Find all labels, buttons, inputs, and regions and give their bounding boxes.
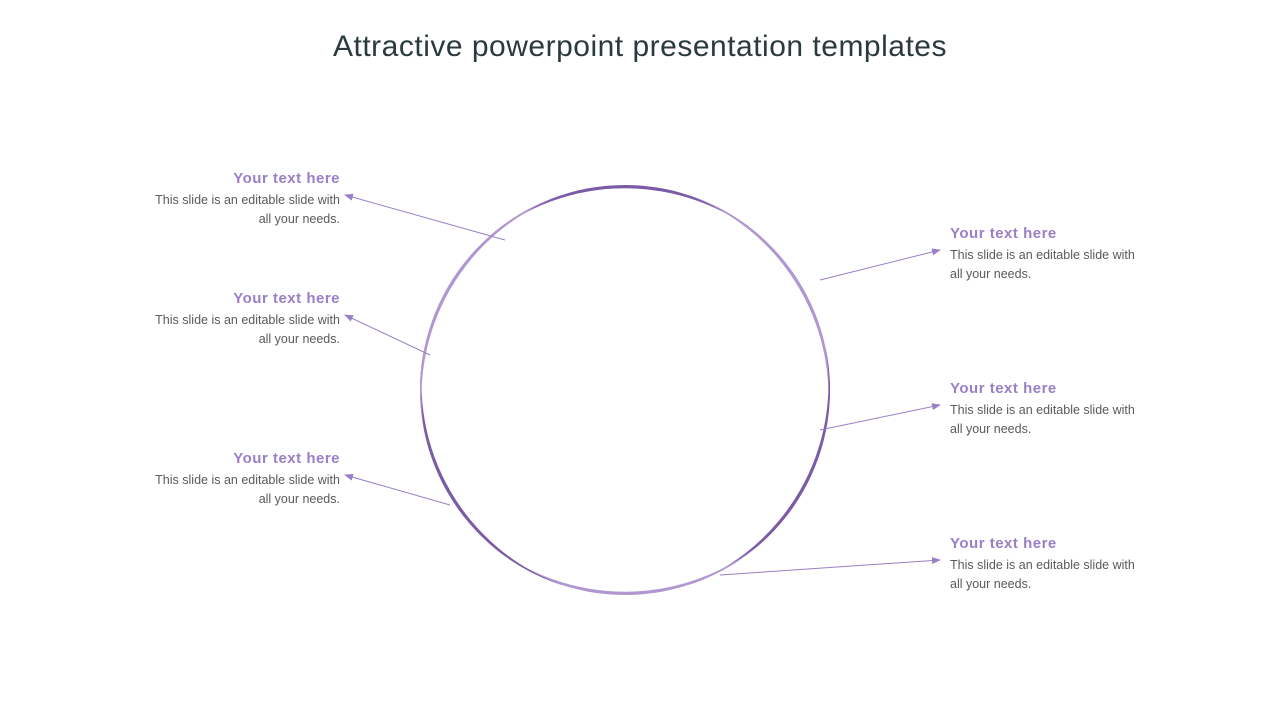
callout-arrow bbox=[820, 250, 940, 280]
diagram-center-hole bbox=[520, 285, 730, 495]
callout-desc: This slide is an editable slide with all… bbox=[950, 246, 1150, 284]
segment-number-06: 06 bbox=[470, 311, 490, 331]
callout-title: Your text here bbox=[950, 380, 1150, 397]
callout-arrow bbox=[345, 195, 505, 240]
segment-01 bbox=[488, 185, 762, 238]
callout-desc: This slide is an editable slide with all… bbox=[950, 401, 1150, 439]
callout-desc: This slide is an editable slide with all… bbox=[140, 311, 340, 349]
callout-title: Your text here bbox=[950, 535, 1150, 552]
callout-title: Your text here bbox=[140, 450, 340, 467]
callout-arrow bbox=[345, 475, 450, 505]
callout-desc: This slide is an editable slide with all… bbox=[140, 471, 340, 509]
callout-title: Your text here bbox=[950, 225, 1150, 242]
segment-number-05: 05 bbox=[484, 470, 504, 490]
callout-05: Your text here This slide is an editable… bbox=[140, 450, 340, 509]
callout-04: Your text here This slide is an editable… bbox=[950, 535, 1150, 594]
segment-number-01: 01 bbox=[601, 219, 621, 239]
callout-desc: This slide is an editable slide with all… bbox=[140, 191, 340, 229]
callout-03: Your text here This slide is an editable… bbox=[950, 380, 1150, 439]
callout-01: Your text here This slide is an editable… bbox=[140, 170, 340, 229]
segment-number-03: 03 bbox=[760, 446, 780, 466]
segment-04 bbox=[488, 542, 762, 595]
callout-title: Your text here bbox=[140, 170, 340, 187]
segment-number-04: 04 bbox=[629, 538, 649, 558]
callout-06: Your text here This slide is an editable… bbox=[140, 290, 340, 349]
callout-title: Your text here bbox=[140, 290, 340, 307]
aperture-diagram: 01 02 03 04 05 06 bbox=[0, 0, 1280, 720]
callout-arrow bbox=[820, 405, 940, 430]
callout-arrow bbox=[720, 560, 940, 575]
callout-02: Your text here This slide is an editable… bbox=[950, 225, 1150, 284]
callout-desc: This slide is an editable slide with all… bbox=[950, 556, 1150, 594]
callout-arrow bbox=[345, 315, 430, 355]
segment-number-02: 02 bbox=[746, 287, 766, 307]
